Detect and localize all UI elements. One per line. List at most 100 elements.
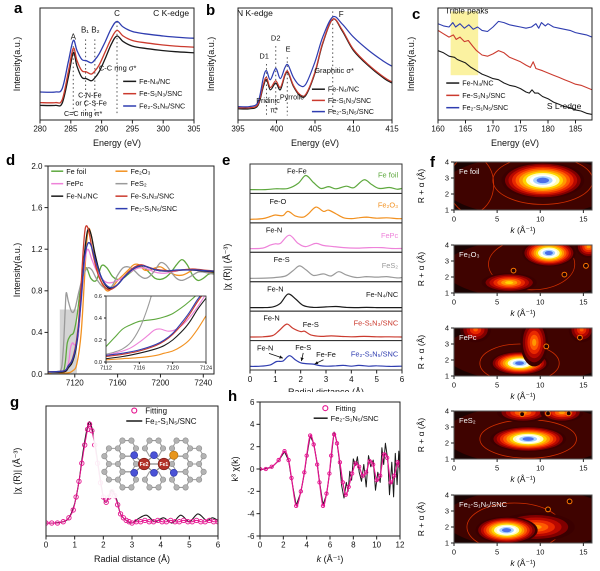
svg-text:2: 2 bbox=[281, 541, 286, 550]
svg-text:Fe₂-S₁N₅/SNC: Fe₂-S₁N₅/SNC bbox=[462, 103, 508, 112]
svg-text:k (Å⁻¹): k (Å⁻¹) bbox=[510, 308, 535, 318]
svg-text:Fe-Fe: Fe-Fe bbox=[287, 166, 307, 175]
svg-text:0: 0 bbox=[44, 541, 49, 550]
svg-text:k (Å⁻¹): k (Å⁻¹) bbox=[510, 391, 535, 401]
svg-text:Intensity(a.u.): Intensity(a.u.) bbox=[206, 37, 216, 92]
svg-text:Energy (eV): Energy (eV) bbox=[291, 138, 339, 148]
r-space-fitting: 0 1 2 3 4 5 6 Radial distance (Å) |χ (R)| (Å⁻³) F… bbox=[12, 405, 221, 564]
svg-text:Fe₂-S₁N₅/SNC: Fe₂-S₁N₅/SNC bbox=[328, 107, 374, 116]
svg-text:4: 4 bbox=[445, 324, 449, 333]
svg-text:-2: -2 bbox=[247, 487, 255, 496]
svg-text:0: 0 bbox=[452, 298, 456, 307]
svg-text:Fe1: Fe1 bbox=[160, 462, 169, 468]
svg-text:2: 2 bbox=[445, 523, 449, 532]
wavelet-heatmap: Fe₂-S₁N₅/SNC 0 5 10 15 1 2 3 4 k (Å⁻¹) R + α (Å) bbox=[416, 491, 593, 568]
svg-text:0.4: 0.4 bbox=[31, 328, 43, 337]
svg-text:6: 6 bbox=[328, 541, 333, 550]
svg-text:15: 15 bbox=[579, 464, 587, 473]
wavelet-heatmap: Fe₂O₃ 0 5 10 15 1 2 3 4 k (Å⁻¹) R + α (Å) bbox=[416, 241, 593, 318]
svg-text:Graphitic σ*: Graphitic σ* bbox=[314, 66, 354, 75]
svg-text:B₂: B₂ bbox=[91, 26, 99, 35]
panel-label-g: g bbox=[10, 394, 20, 411]
svg-text:Intensity(a.u.): Intensity(a.u.) bbox=[12, 37, 22, 92]
panel-f-wavelet-fes2: FeS₂ 0 5 10 15 1 2 3 4 k (Å⁻¹) R + α (Å) bbox=[410, 403, 600, 492]
svg-text:Fe-S₁N₃/SNC: Fe-S₁N₃/SNC bbox=[462, 91, 505, 100]
svg-text:Fe-S₁N₃/SNC: Fe-S₁N₃/SNC bbox=[130, 192, 174, 201]
svg-text:5: 5 bbox=[495, 464, 499, 473]
s-l-edge-spectra: 160 165 170 175 180 185 Energy (eV) Intensity(a… bbox=[406, 7, 593, 148]
svg-text:185: 185 bbox=[569, 125, 583, 134]
svg-text:2: 2 bbox=[250, 442, 255, 451]
svg-text:405: 405 bbox=[308, 125, 322, 134]
svg-text:15: 15 bbox=[579, 298, 587, 307]
svg-text:C-C ring σ*: C-C ring σ* bbox=[99, 64, 137, 73]
svg-text:1: 1 bbox=[445, 455, 449, 464]
svg-text:FePc: FePc bbox=[66, 179, 83, 188]
svg-text:10: 10 bbox=[536, 215, 544, 224]
svg-text:π*: π* bbox=[270, 106, 278, 115]
panel-f-wavelet-fe-foil: Fe foil 0 5 10 15 1 2 3 4 k (Å⁻¹) R + α (Å) bbox=[410, 154, 600, 243]
svg-text:10: 10 bbox=[536, 298, 544, 307]
svg-text:Fe₂O₃: Fe₂O₃ bbox=[130, 167, 150, 176]
svg-text:Fe₂-S₁N₅/SNC: Fe₂-S₁N₅/SNC bbox=[130, 204, 177, 213]
svg-text:10: 10 bbox=[536, 548, 544, 557]
svg-text:Intensity(a.u.): Intensity(a.u.) bbox=[406, 37, 416, 92]
svg-text:Fe-S: Fe-S bbox=[303, 320, 319, 329]
panel-b-n-k-edge-chart: 395 400 405 410 415 Energy (eV) Intensity(a.u.… bbox=[202, 2, 400, 155]
svg-text:2: 2 bbox=[445, 356, 449, 365]
svg-text:4: 4 bbox=[349, 375, 354, 384]
svg-text:7112: 7112 bbox=[100, 366, 112, 372]
svg-text:6: 6 bbox=[250, 398, 255, 407]
svg-text:B₁: B₁ bbox=[81, 26, 89, 35]
svg-text:160: 160 bbox=[431, 125, 445, 134]
svg-text:7124: 7124 bbox=[200, 366, 212, 372]
svg-text:N K-edge: N K-edge bbox=[237, 8, 273, 18]
svg-text:5: 5 bbox=[187, 541, 192, 550]
svg-text:C: C bbox=[114, 9, 120, 18]
svg-text:1: 1 bbox=[445, 539, 449, 548]
svg-text:Fe₂-S₁N₅/SNC: Fe₂-S₁N₅/SNC bbox=[145, 417, 196, 426]
svg-text:0: 0 bbox=[250, 465, 255, 474]
svg-text:Fe-N₄/NC: Fe-N₄/NC bbox=[139, 77, 170, 86]
svg-text:170: 170 bbox=[486, 125, 500, 134]
svg-text:400: 400 bbox=[270, 125, 284, 134]
svg-text:FeS₂: FeS₂ bbox=[130, 179, 146, 188]
svg-text:2: 2 bbox=[445, 439, 449, 448]
svg-text:k³ χ(k): k³ χ(k) bbox=[230, 456, 240, 481]
svg-text:175: 175 bbox=[514, 125, 528, 134]
svg-text:Energy (eV): Energy (eV) bbox=[491, 138, 539, 148]
svg-text:5: 5 bbox=[495, 215, 499, 224]
svg-text:0.2: 0.2 bbox=[94, 338, 102, 344]
svg-text:Radial distance (Å): Radial distance (Å) bbox=[94, 554, 170, 564]
svg-text:R + α (Å): R + α (Å) bbox=[416, 335, 426, 370]
svg-text:3: 3 bbox=[324, 375, 329, 384]
svg-text:Fe2: Fe2 bbox=[140, 462, 149, 468]
svg-text:0: 0 bbox=[452, 464, 456, 473]
svg-text:or C-S-Fe: or C-S-Fe bbox=[75, 98, 107, 107]
svg-text:Fitting: Fitting bbox=[145, 406, 167, 415]
svg-text:0.0: 0.0 bbox=[94, 360, 102, 366]
svg-text:Fe-N₄/NC: Fe-N₄/NC bbox=[366, 290, 399, 299]
svg-text:4: 4 bbox=[304, 541, 309, 550]
svg-text:|χ (R)| (Å⁻³): |χ (R)| (Å⁻³) bbox=[222, 244, 232, 291]
svg-text:0.4: 0.4 bbox=[94, 316, 102, 322]
svg-text:2: 2 bbox=[445, 190, 449, 199]
svg-text:165: 165 bbox=[459, 125, 473, 134]
svg-text:3: 3 bbox=[445, 257, 449, 266]
svg-text:R + α (Å): R + α (Å) bbox=[416, 418, 426, 453]
svg-text:E: E bbox=[286, 45, 291, 54]
c-k-edge-spectra: 280 285 290 295 300 305 Energy (eV) Intensity(a… bbox=[12, 7, 201, 148]
panel-f-wavelet-fepc: FePc 0 5 10 15 1 2 3 4 k (Å⁻¹) R + α (Å) bbox=[410, 320, 600, 409]
svg-text:2: 2 bbox=[445, 273, 449, 282]
svg-text:15: 15 bbox=[579, 381, 587, 390]
svg-text:2.0: 2.0 bbox=[31, 162, 43, 171]
panel-label-a: a bbox=[14, 0, 23, 17]
panel-label-d: d bbox=[6, 152, 16, 169]
svg-text:k (Å⁻¹): k (Å⁻¹) bbox=[317, 554, 344, 564]
svg-text:10: 10 bbox=[536, 464, 544, 473]
svg-text:8: 8 bbox=[351, 541, 356, 550]
panel-c-s-l-edge-chart: 160 165 170 175 180 185 Energy (eV) Intensity(a… bbox=[402, 2, 600, 155]
svg-text:Fe₂-S₁N₅/SNC: Fe₂-S₁N₅/SNC bbox=[459, 500, 508, 509]
svg-text:6: 6 bbox=[216, 541, 221, 550]
svg-text:Fe-N: Fe-N bbox=[257, 343, 273, 352]
